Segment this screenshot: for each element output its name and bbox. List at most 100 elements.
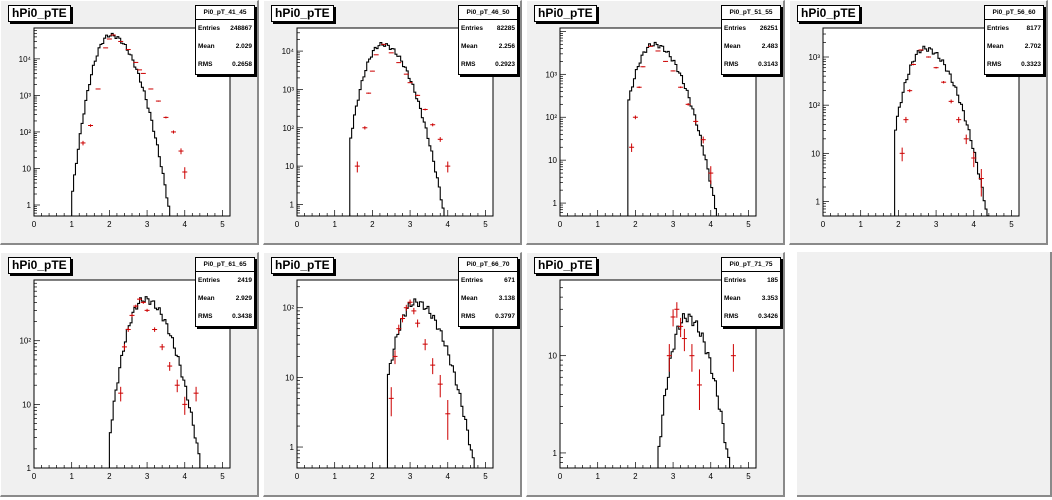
stats-label: Entries [724, 25, 747, 32]
y-tick-label: 10² [19, 337, 31, 346]
y-tick-label: 1 [290, 200, 295, 209]
stats-value: 2.483 [761, 43, 778, 50]
y-tick-label: 10 [22, 400, 31, 409]
x-tick-label: 0 [558, 472, 563, 481]
x-tick-label: 4 [709, 220, 714, 229]
x-tick-label: 1 [595, 220, 600, 229]
histogram-pad: 0 1 2 3 4 5 1 10 10² 10³ hPi0_pTE Pi0_pT_56_60 Entri… [789, 0, 1048, 245]
data-point [396, 324, 402, 334]
data-point [437, 137, 443, 142]
data-point [137, 297, 143, 301]
data-point [118, 386, 124, 402]
data-point [411, 307, 417, 315]
histogram-pad: 0 1 2 3 4 5 1 10 10² 10³ 10⁴ hPi0_pTE Pi0_pT_46_50 En… [263, 0, 522, 245]
stats-row: RMS 0.3797 [459, 308, 517, 326]
stats-value: 185 [767, 277, 778, 284]
stats-value: 2.929 [235, 295, 252, 302]
stats-label: RMS [987, 61, 1002, 68]
y-tick-label: 10 [22, 164, 31, 173]
data-point [666, 344, 672, 372]
data-point [174, 379, 180, 393]
stats-label: Entries [198, 277, 221, 284]
stats-histogram-name: Pi0_pT_41_45 [196, 6, 254, 20]
x-tick-label: 1 [69, 472, 74, 481]
histogram-plot: 0 1 2 3 4 5 1 10 [548, 279, 757, 481]
y-tick-label: 10 [548, 352, 557, 361]
stats-value: 2.702 [1024, 43, 1041, 50]
stats-label: RMS [198, 313, 213, 320]
data-point [708, 166, 714, 185]
data-point [155, 100, 161, 102]
x-tick-label: 0 [32, 472, 37, 481]
data-point [971, 151, 977, 168]
data-point [907, 89, 913, 93]
data-point [152, 327, 158, 332]
stats-row: RMS 0.2658 [196, 56, 254, 74]
data-point [674, 302, 680, 318]
data-point [407, 299, 413, 306]
data-point [178, 148, 184, 155]
histogram-title: hPi0_pTE [534, 5, 597, 22]
data-point [121, 343, 127, 351]
x-tick-label: 0 [32, 220, 37, 229]
data-point [140, 301, 146, 304]
stats-box: Pi0_pT_71_75 Entries 185 Mean 3.353 RMS 0.3426 [721, 257, 781, 327]
y-tick-label: 10³ [808, 53, 820, 62]
data-point [129, 313, 135, 318]
x-tick-label: 5 [1009, 220, 1014, 229]
data-point [963, 134, 969, 145]
histogram-pad: 0 1 2 3 4 5 1 10 10² hPi0_pTE Pi0_pT_61_65 Entries 2… [0, 252, 259, 497]
data-point [362, 126, 368, 130]
data-point [403, 304, 409, 311]
x-tick-label: 5 [746, 472, 751, 481]
data-point [170, 130, 176, 134]
stats-row: RMS 0.3143 [722, 56, 780, 74]
x-tick-label: 4 [446, 472, 451, 481]
stats-row: Mean 3.138 [459, 290, 517, 308]
x-tick-label: 1 [332, 472, 337, 481]
stats-row: Entries 671 [459, 272, 517, 290]
x-tick-label: 2 [107, 472, 112, 481]
data-point [696, 369, 702, 410]
x-tick-label: 0 [295, 220, 300, 229]
x-tick-label: 5 [220, 472, 225, 481]
x-tick-label: 5 [220, 220, 225, 229]
stats-label: RMS [724, 61, 739, 68]
x-tick-label: 0 [295, 472, 300, 481]
stats-box: Pi0_pT_66_70 Entries 671 Mean 3.138 RMS 0.3797 [458, 257, 518, 327]
x-tick-label: 0 [558, 220, 563, 229]
stats-histogram-name: Pi0_pT_61_65 [196, 258, 254, 272]
data-point [693, 119, 699, 124]
data-point [685, 103, 691, 106]
x-tick-label: 3 [934, 220, 939, 229]
data-point [415, 94, 421, 97]
stats-histogram-name: Pi0_pT_51_55 [722, 6, 780, 20]
y-tick-label: 10² [19, 128, 31, 137]
mc-histogram-line [657, 313, 736, 469]
x-tick-label: 4 [709, 472, 714, 481]
data-point [640, 66, 646, 68]
stats-label: Mean [724, 295, 741, 302]
data-point [415, 319, 421, 328]
data-point [366, 92, 372, 94]
data-point [167, 361, 173, 371]
y-tick-label: 10³ [19, 91, 31, 100]
data-point [163, 116, 169, 119]
data-point [125, 327, 131, 332]
stats-histogram-name: Pi0_pT_56_60 [985, 6, 1043, 20]
y-tick-label: 10³ [545, 70, 557, 79]
y-tick-label: 1 [290, 443, 295, 452]
data-point [956, 116, 962, 123]
data-point [422, 339, 428, 351]
x-tick-label: 5 [746, 220, 751, 229]
histogram-pad: 0 1 2 3 4 5 1 10 10² 10³ hPi0_pTE Pi0_pT_51_55 Entri… [526, 0, 785, 245]
x-tick-label: 4 [183, 220, 188, 229]
x-tick-label: 3 [145, 220, 150, 229]
stats-value: 671 [504, 277, 515, 284]
stats-label: RMS [461, 313, 476, 320]
stats-value: 2419 [237, 277, 252, 284]
mc-histogram-line [386, 298, 492, 469]
data-point [437, 374, 443, 398]
y-tick-label: 1 [553, 199, 558, 208]
